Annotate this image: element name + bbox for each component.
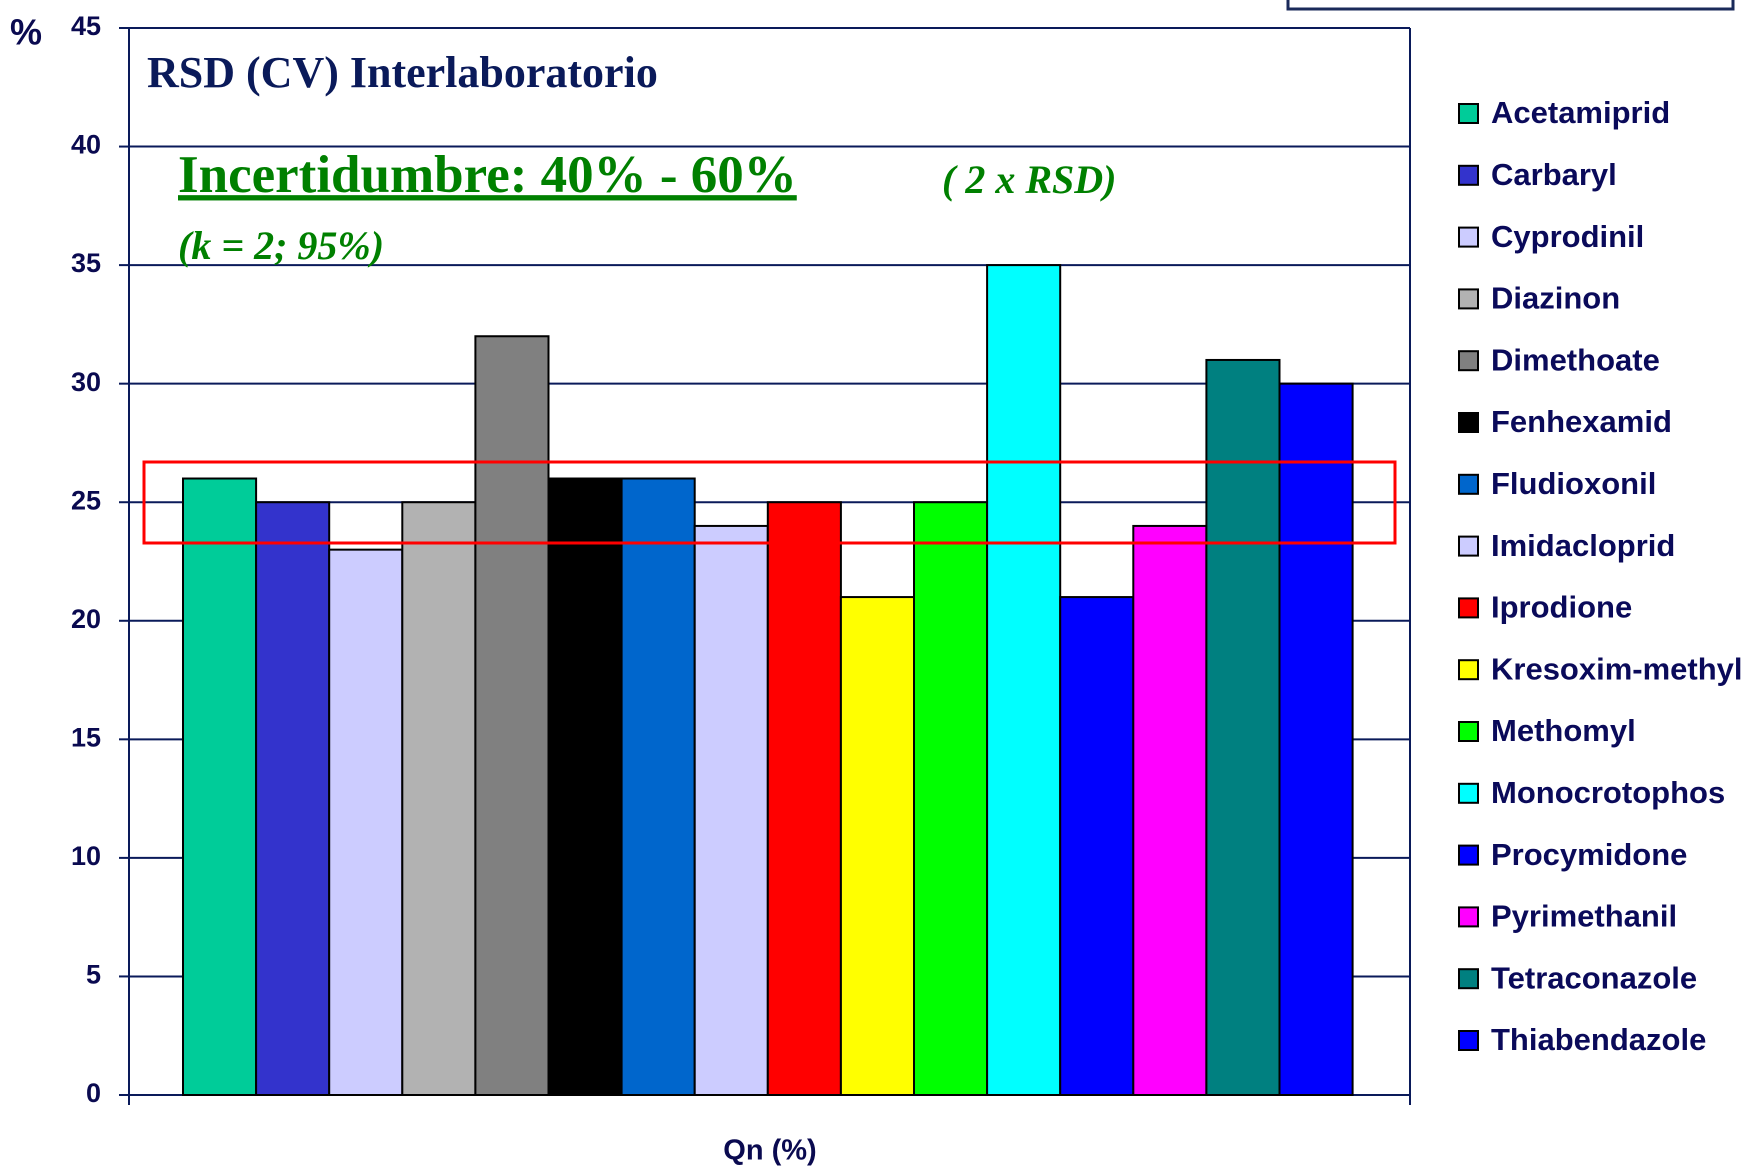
legend-label: Cyprodinil [1491, 219, 1644, 254]
legend-swatch [1458, 164, 1479, 186]
bar [1059, 596, 1135, 1096]
chart-title: RSD (CV) Interlaboratorio [147, 48, 658, 97]
legend-label: Carbaryl [1491, 157, 1617, 192]
legend-label: Iprodione [1491, 590, 1632, 625]
x-category-label: Qn (%) [723, 1135, 816, 1167]
frame-box [1286, 0, 1735, 11]
legend-label: Dimethoate [1491, 342, 1660, 377]
bar [547, 477, 623, 1096]
bar [1205, 358, 1281, 1096]
y-axis-label: % [10, 12, 42, 53]
legend-swatch [1458, 968, 1479, 990]
legend-swatch [1458, 288, 1479, 310]
plot-area: 0 5 10 15 20 25 30 35 40 45 [71, 11, 1411, 1108]
bar [401, 501, 477, 1096]
legend-swatch [1458, 103, 1479, 124]
y-tick-label: 45 [71, 11, 101, 41]
legend-swatch [1458, 906, 1479, 928]
y-tick-label: 40 [71, 130, 101, 160]
bar [1278, 382, 1354, 1096]
legend-label: Pyrimethanil [1491, 899, 1677, 934]
bar [766, 501, 842, 1096]
bar [986, 264, 1062, 1097]
legend-swatch [1458, 473, 1479, 495]
y-tick-label: 5 [86, 960, 101, 990]
y-tick-label: 30 [71, 367, 101, 397]
legend-swatch [1458, 412, 1479, 433]
legend-label: Diazinon [1491, 281, 1620, 316]
y-tick-label: 35 [71, 248, 101, 278]
bar [913, 501, 989, 1096]
legend-label: Monocrotophos [1491, 775, 1725, 810]
annotation: ( 2 x RSD) [942, 157, 1116, 202]
annotation: Incertidumbre: 40% - 60% [178, 146, 797, 204]
legend-swatch [1458, 1030, 1479, 1051]
bar [255, 501, 331, 1096]
legend-swatch [1458, 597, 1479, 619]
bar [693, 524, 769, 1096]
bar [328, 548, 404, 1096]
legend-label: Methomyl [1491, 713, 1636, 748]
legend-label: Kresoxim-methyl [1491, 651, 1743, 686]
y-tick-label: 0 [86, 1078, 101, 1108]
legend-swatch [1458, 782, 1479, 804]
bar [474, 335, 550, 1096]
legend-swatch [1458, 226, 1479, 248]
legend-swatch [1458, 350, 1479, 372]
bar [1132, 524, 1208, 1096]
legend-swatch [1458, 844, 1479, 866]
highlight-box [142, 460, 1397, 545]
legend-label: Tetraconazole [1491, 960, 1697, 995]
bar [182, 477, 258, 1096]
legend-label: Fludioxonil [1491, 466, 1656, 501]
y-tick-label: 25 [71, 485, 101, 515]
legend-swatch [1458, 721, 1479, 742]
legend-label: Fenhexamid [1491, 404, 1672, 439]
legend-label: Acetamiprid [1491, 95, 1670, 130]
annotation: (k = 2; 95%) [178, 223, 384, 268]
legend-label: Thiabendazole [1491, 1022, 1706, 1057]
legend-label: Procymidone [1491, 837, 1687, 872]
y-tick-label: 10 [71, 841, 101, 871]
bar [620, 477, 696, 1096]
bar [839, 596, 916, 1096]
y-tick-label: 20 [71, 604, 101, 634]
legend-swatch [1458, 535, 1479, 557]
legend-swatch [1458, 659, 1479, 681]
y-tick-label: 15 [71, 722, 101, 752]
legend-label: Imidacloprid [1491, 528, 1675, 563]
